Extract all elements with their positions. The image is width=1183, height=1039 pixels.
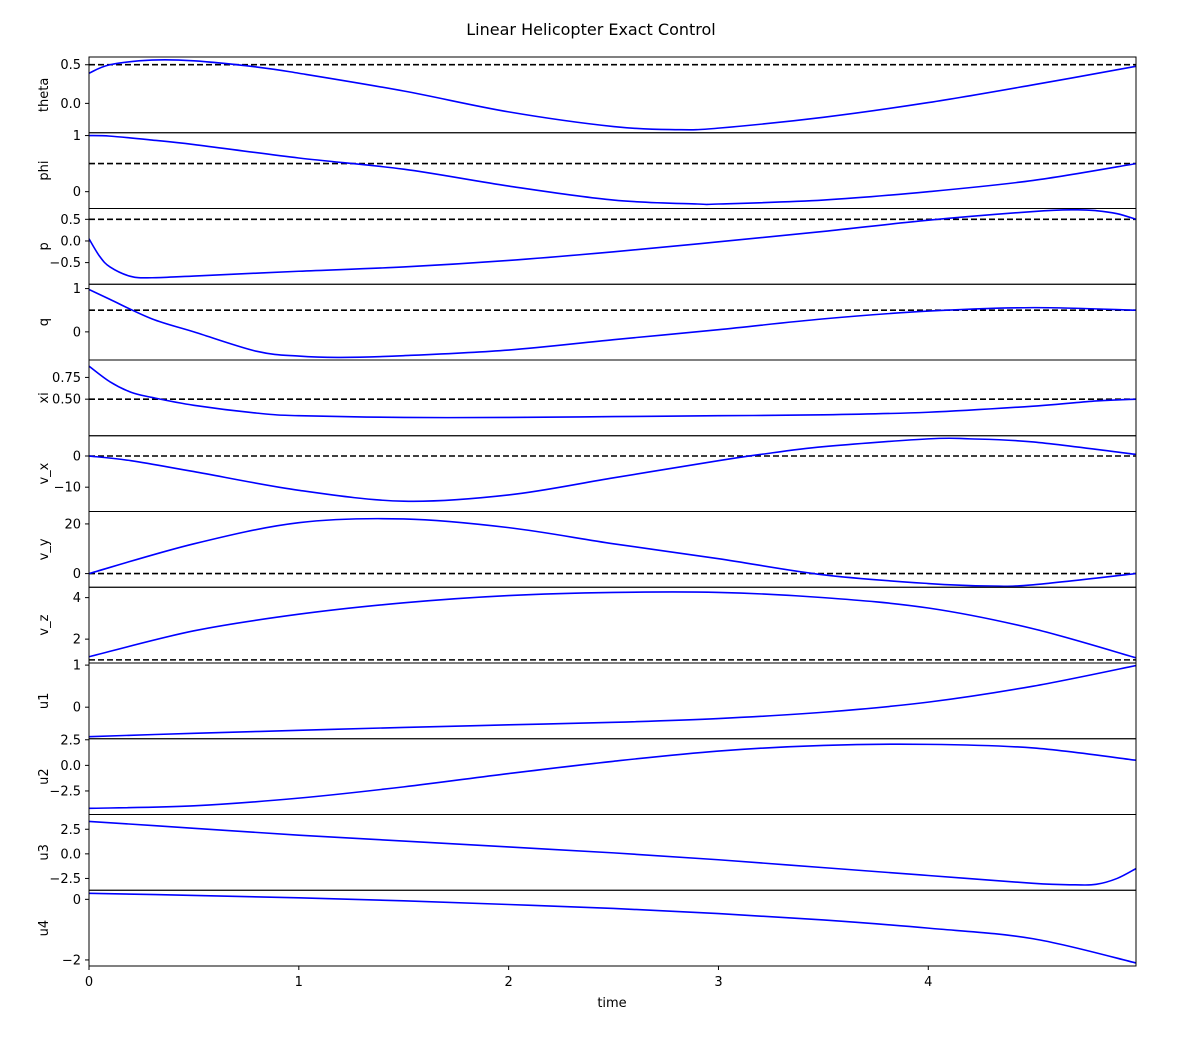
y-tick-label-u2: −2.5: [49, 784, 81, 799]
x-tick-label: 1: [295, 975, 303, 990]
y-tick-label-u3: 2.5: [60, 823, 81, 838]
series-line-q: [89, 288, 1136, 359]
y-tick-label-v_z: 2: [73, 633, 81, 648]
x-axis-label: time: [597, 996, 626, 1011]
y-axis-label-u4: u4: [37, 920, 52, 937]
series-line-v_x: [89, 437, 1136, 503]
x-tick-label: 4: [924, 975, 932, 990]
series-line-xi: [89, 365, 1136, 419]
y-tick-label-p: 0.0: [60, 234, 81, 249]
y-tick-label-q: 1: [73, 282, 81, 297]
y-axis-label-p: p: [37, 242, 52, 250]
x-tick-label: 3: [714, 975, 722, 990]
y-tick-label-v_x: 0: [73, 450, 81, 465]
y-axis-label-theta: theta: [37, 78, 52, 112]
chart-title: Linear Helicopter Exact Control: [466, 20, 715, 39]
x-tick-label: 0: [85, 975, 93, 990]
series-line-u4: [89, 892, 1136, 964]
y-tick-label-u1: 1: [73, 659, 81, 674]
series-line-v_z: [89, 591, 1136, 659]
series-line-v_y: [89, 517, 1136, 588]
y-tick-label-u4: 0: [73, 893, 81, 908]
subplot-stack: 0.5 0.0 theta 1 0 phi 0.5 0.0 −0.5 p 1 0 q 0.75 0.50xi…: [37, 56, 1137, 990]
y-axis-label-q: q: [37, 318, 52, 326]
y-tick-label-u3: 0.0: [60, 847, 81, 862]
series-line-u1: [89, 664, 1136, 738]
x-tick-label: 2: [504, 975, 512, 990]
y-tick-label-v_y: 0: [73, 567, 81, 582]
y-tick-label-u4: −2: [62, 953, 81, 968]
y-axis-label-u2: u2: [37, 768, 52, 785]
subplot-v_z: 4 2 v_z: [37, 586, 1137, 664]
y-tick-label-theta: 0.0: [60, 97, 81, 112]
y-axis-label-u3: u3: [37, 844, 52, 861]
y-axis-label-u1: u1: [37, 693, 52, 710]
y-tick-label-xi: 0.50: [52, 393, 81, 408]
y-tick-label-theta: 0.5: [60, 58, 81, 73]
y-tick-label-p: 0.5: [60, 213, 81, 228]
y-tick-label-v_y: 20: [64, 517, 81, 532]
series-line-phi: [89, 134, 1136, 206]
subplot-frame-u4: [88, 889, 1137, 967]
y-axis-label-phi: phi: [37, 161, 52, 181]
y-axis-label-v_y: v_y: [37, 538, 52, 560]
y-axis-label-v_x: v_x: [37, 462, 52, 484]
subplot-u4: 0 −2 u4 0 1 2 3 4: [37, 889, 1137, 990]
y-tick-label-u1: 0: [73, 701, 81, 716]
y-axis-label-v_z: v_z: [37, 614, 52, 635]
y-tick-label-u2: 0.0: [60, 759, 81, 774]
y-tick-label-v_x: −10: [54, 481, 81, 496]
series-line-u2: [89, 743, 1136, 810]
subplot-u3: 2.5 0.0 −2.5 u3: [37, 814, 1137, 891]
y-tick-label-xi: 0.75: [52, 371, 81, 386]
series-line-u3: [89, 820, 1136, 886]
y-tick-label-phi: 0: [73, 185, 81, 200]
subplot-phi: 1 0 phi: [37, 129, 1137, 209]
y-tick-label-u2: 2.5: [60, 733, 81, 748]
y-axis-label-xi: xi: [37, 392, 52, 403]
series-line-theta: [89, 58, 1136, 131]
y-tick-label-v_z: 4: [73, 591, 81, 606]
y-tick-label-q: 0: [73, 325, 81, 340]
y-tick-label-u3: −2.5: [49, 872, 81, 887]
series-line-p: [89, 208, 1136, 279]
y-tick-label-p: −0.5: [49, 256, 81, 271]
y-tick-label-phi: 1: [73, 129, 81, 144]
